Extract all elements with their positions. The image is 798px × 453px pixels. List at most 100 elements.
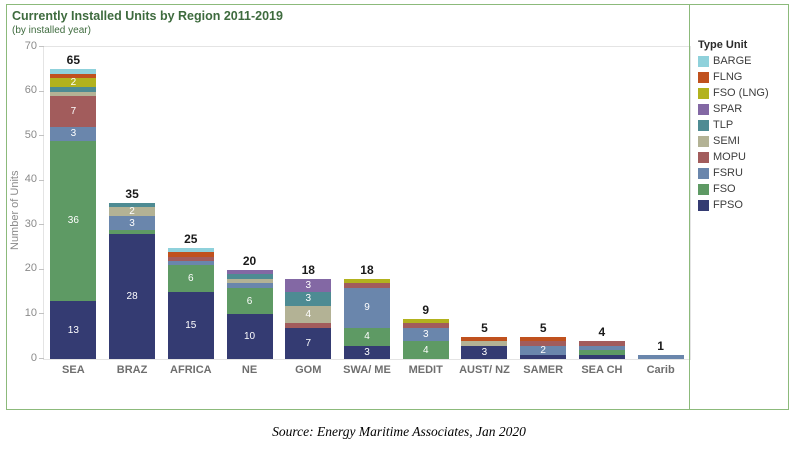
bar-total-label: 18 [360,262,374,277]
bar-segment[interactable]: 4 [402,341,449,359]
bar-segment[interactable] [461,341,508,346]
y-tick-mark [39,135,44,137]
bar-total-label: 4 [598,325,606,340]
bar-total-label: 5 [539,320,547,335]
bar-segment[interactable] [50,87,97,92]
bar-segment[interactable] [167,260,214,266]
bar-segment[interactable] [226,278,273,284]
source-note: Source: Energy Maritime Associates, Jan … [272,424,526,439]
bar-segment[interactable] [50,69,97,74]
y-tick-mark [39,46,44,47]
legend-item[interactable]: TLP [698,119,786,131]
bar-slot: 2 5 SAMER [514,47,573,376]
bar-segment[interactable]: 15 [167,292,214,359]
bar-segment[interactable]: 3 [109,216,156,230]
chart-subtitle: (by installed year) [12,25,91,36]
bar-total-label: 25 [184,231,198,246]
legend-item[interactable]: FLNG [698,71,786,83]
bar-segment[interactable]: 36 [50,140,97,302]
legend-item-label: FSO [713,183,736,195]
legend-item-label: TLP [713,119,734,131]
bar-segment[interactable]: 3 [343,345,390,359]
legend-item-label: MOPU [713,151,746,163]
bar-segment[interactable]: 3 [50,127,97,141]
bar-segment[interactable] [343,283,390,288]
bar-segment[interactable] [109,229,156,235]
bar-segment[interactable] [285,323,332,328]
bar-segment[interactable] [109,203,156,208]
legend-item[interactable]: FSO (LNG) [698,87,786,99]
legend-swatch-icon [698,151,709,163]
bar-segment[interactable]: 9 [343,287,390,328]
bar-segment[interactable]: 7 [50,96,97,128]
legend-item[interactable]: FSRU [698,167,786,179]
bar-segment[interactable]: 2 [520,345,567,356]
bar-segment[interactable]: 6 [226,287,273,315]
bar-segment[interactable] [167,256,214,261]
bar-segment[interactable]: 28 [109,234,156,359]
legend-swatch-icon [698,87,709,99]
x-category-label: SWA/ ME [343,364,391,376]
bar-segment[interactable]: 3 [402,327,449,342]
y-tick-mark [39,268,44,270]
legend-swatch-icon [698,103,709,115]
bar-segment[interactable] [402,318,449,324]
bar-segment[interactable] [578,350,625,355]
x-category-label: GOM [295,364,322,376]
bar-segment[interactable]: 6 [167,265,214,293]
legend-item[interactable]: BARGE [698,55,786,67]
bar-segment[interactable] [167,252,214,257]
y-tick-mark [39,90,44,92]
bar-segment[interactable] [226,274,273,279]
bar-segment[interactable] [637,354,684,359]
bar-segment[interactable]: 3 [285,292,332,306]
bar-segment[interactable]: 2 [50,77,97,88]
bar-segment[interactable] [578,341,625,346]
bar-segment[interactable]: 2 [109,206,156,217]
legend-title: Type Unit [698,39,748,51]
bar-segment[interactable] [520,336,567,342]
bar-segment[interactable]: 13 [50,301,97,359]
bar-segment[interactable]: 3 [461,345,508,359]
bar-segment[interactable]: 4 [285,305,332,324]
legend-item-label: SEMI [713,135,740,147]
bar-total-label: 65 [66,53,81,68]
bar-segment[interactable] [520,354,567,359]
bar-segment[interactable] [520,341,567,346]
bar-slot: 1 Carib [631,47,690,376]
bar-segment[interactable] [50,91,97,97]
legend-item[interactable]: SPAR [698,103,786,115]
bar-segment[interactable] [402,323,449,328]
legend-item-label: FLNG [713,71,743,83]
plot-area: 13 36 3 7 2 65 SEA 28 3 2 35 BRAZ 15 6 25 AFRICA 10 6 20 NE… [43,46,691,376]
stacked-bar [578,341,625,359]
y-tick-label: 10 [24,306,37,319]
bar-segment[interactable] [343,278,390,284]
bar-total-label: 9 [422,302,430,317]
bar-segment[interactable] [578,345,625,351]
bar-segment[interactable] [226,269,273,275]
legend: Type Unit BARGE FLNG FSO (LNG) SPAR TLP SEMI M… [698,39,786,215]
x-category-label: MEDIT [408,364,443,376]
y-tick-label: 60 [24,84,37,97]
bar-slot: 4 SEA CH [573,47,632,376]
bar-segment[interactable] [167,247,214,253]
chart-title: Currently Installed Units by Region 2011… [12,9,283,23]
legend-item-label: FSRU [713,167,743,179]
x-category-label: AUST/ NZ [459,364,510,376]
legend-item[interactable]: SEMI [698,135,786,147]
bar-total-label: 5 [481,320,488,335]
bar-segment[interactable] [226,283,273,288]
legend-item[interactable]: FPSO [698,199,786,211]
legend-item-label: BARGE [713,55,752,67]
bar-segment[interactable]: 4 [343,327,390,346]
bar-segment[interactable] [50,73,97,79]
bar-segment[interactable]: 7 [285,327,332,359]
legend-item[interactable]: MOPU [698,151,786,163]
bar-segment[interactable]: 10 [226,314,273,359]
bar-segment[interactable] [578,354,625,359]
bar-segment[interactable]: 3 [285,278,332,293]
legend-item[interactable]: FSO [698,183,786,195]
bar-segment[interactable] [461,336,508,342]
